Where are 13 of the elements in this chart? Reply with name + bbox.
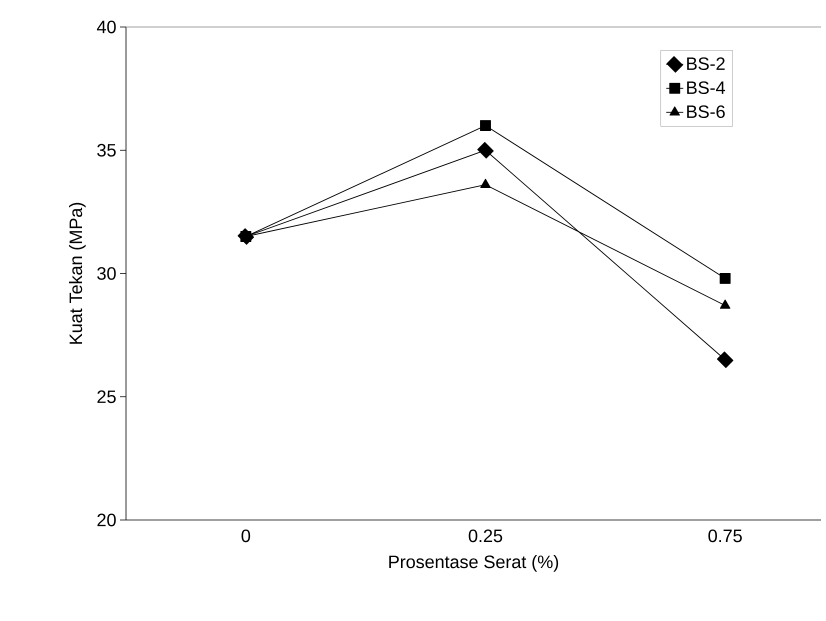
y-tick-label: 20 [97,514,116,526]
x-axis-title: Prosentase Serat (%) [389,555,558,572]
x-tick-label: 0 [242,529,250,542]
y-tick-label: 40 [96,20,116,34]
legend-label: BS-2 [687,57,725,70]
y-tick-label: 30 [97,267,116,280]
x-tick-label: 0.75 [708,529,742,542]
legend-label: BS-4 [687,81,726,94]
y-axis-title: Kuat Tekan (MPa) [68,202,86,344]
y-tick-label: 25 [97,390,116,404]
y-tick-label: 35 [97,144,116,157]
legend-label: BS-6 [687,105,725,118]
x-tick-label: 0.25 [468,529,502,542]
